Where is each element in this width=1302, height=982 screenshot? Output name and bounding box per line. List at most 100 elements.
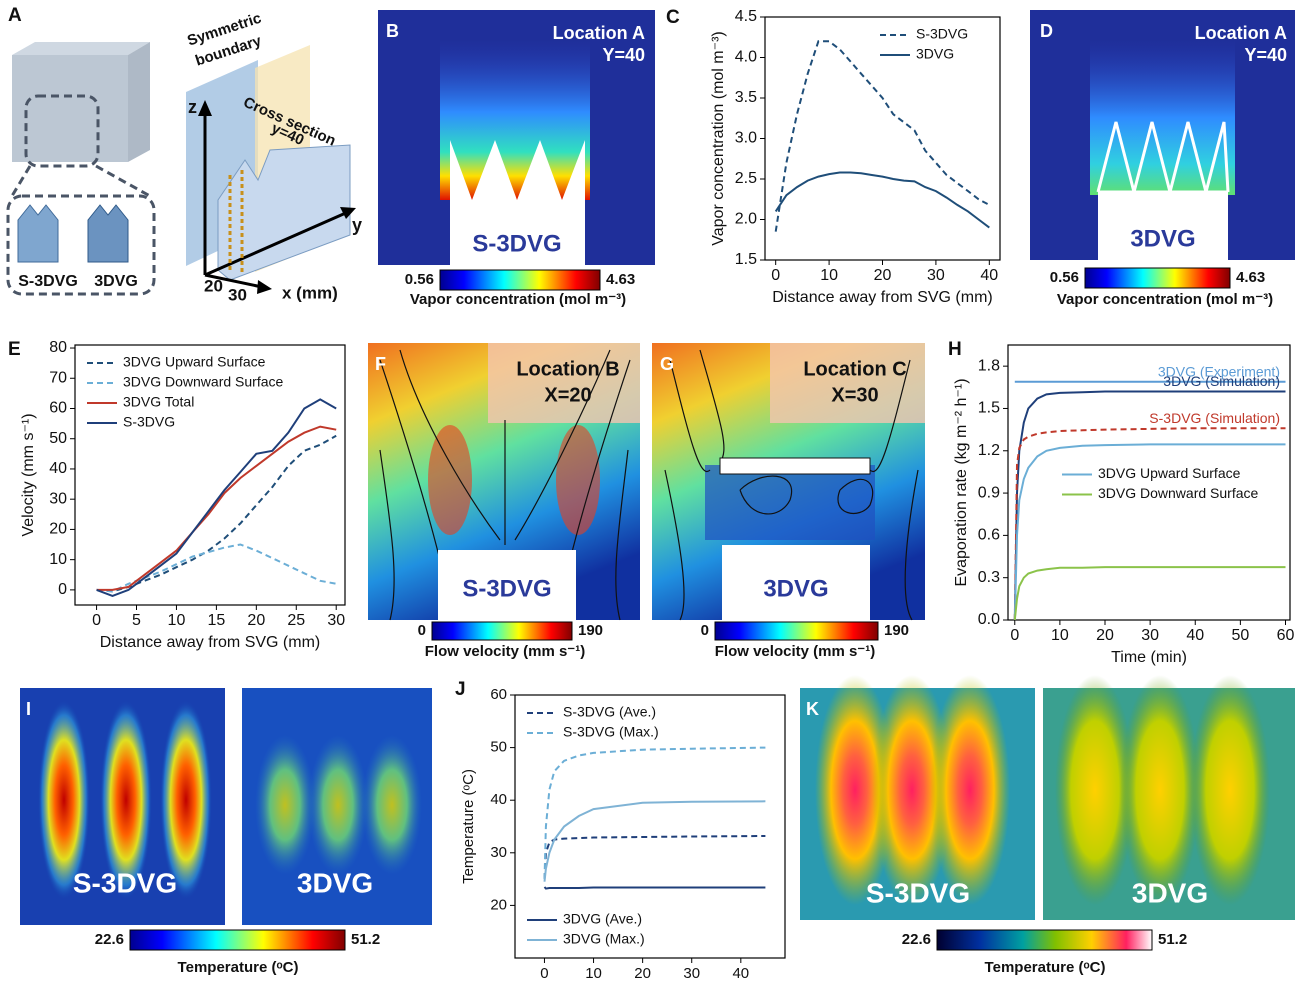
- illustration-shape: [255, 735, 315, 875]
- panel-letter: E: [8, 339, 21, 360]
- label: S-3DVG: [866, 877, 970, 908]
- illustration-shape: [128, 42, 150, 162]
- series-line: [1013, 427, 1286, 621]
- axis-label: x (mm): [282, 283, 338, 302]
- colorbar-min: 22.6: [95, 931, 124, 948]
- label: Location C: [803, 358, 906, 380]
- illustration-shape: [705, 465, 875, 540]
- x-tick-label: 0: [771, 267, 780, 284]
- illustration-shape: [488, 343, 640, 423]
- y-tick-label: 2.5: [735, 170, 757, 187]
- panel-a: A S-3DVG 3DVG z y x (mm) 20 30 Symmetric…: [6, 5, 362, 304]
- panel-letter: B: [386, 21, 399, 41]
- colorbar-max: 4.63: [606, 271, 635, 288]
- y-tick-label: 1.5: [978, 400, 1000, 417]
- illustration-shape: [719, 457, 871, 475]
- y-tick-label: 50: [490, 739, 507, 756]
- colorbar-label: Temperature (ᵒC): [178, 959, 299, 976]
- illustration-shape: [204, 273, 263, 289]
- label: S-3DVG: [472, 230, 561, 257]
- illustration-shape: [1090, 40, 1235, 195]
- label: 3DVG: [297, 867, 373, 898]
- x-tick-label: 20: [1096, 627, 1114, 644]
- axis-label: y: [352, 215, 362, 235]
- y-tick-label: 4.5: [735, 8, 757, 25]
- label: Y=40: [1244, 45, 1287, 65]
- series-line: [1013, 566, 1286, 621]
- series-line: [96, 434, 337, 593]
- y-axis-label: Temperature (ᵒC): [460, 769, 477, 884]
- panel-d: D Location A Y=40 3DVG 0.56 4.63 Vapor c…: [1030, 10, 1295, 308]
- y-tick-label: 40: [49, 460, 67, 477]
- y-tick-label: 10: [49, 551, 67, 568]
- series-line: [96, 425, 337, 591]
- colorbar-min: 0: [418, 622, 426, 639]
- label: Location A: [1195, 23, 1287, 43]
- illustration-shape: [1055, 675, 1135, 905]
- illustration-shape: [257, 280, 272, 294]
- label: 3DVG: [1132, 877, 1208, 908]
- plot-frame: [74, 344, 346, 606]
- illustration-shape: [362, 735, 422, 875]
- illustration-shape: [95, 164, 151, 198]
- legend-label: 3DVG Upward Surface: [123, 354, 266, 370]
- y-tick-label: 60: [49, 400, 67, 417]
- illustration-shape: [930, 675, 1010, 905]
- label: S-3DVG: [18, 273, 78, 290]
- x-tick-label: 60: [1277, 627, 1295, 644]
- illustration-shape: [10, 165, 32, 197]
- x-tick-label: 30: [327, 612, 345, 629]
- legend-label: S-3DVG (Ave.): [563, 704, 656, 720]
- illustration-shape: [217, 144, 351, 281]
- panel-letter: C: [666, 7, 680, 28]
- tick-label: 20: [204, 276, 223, 295]
- panel-k: K S-3DVG 3DVG 22.6 51.2 Temperature (ᵒC): [800, 675, 1295, 976]
- series-line: [543, 746, 766, 880]
- panel-letter: A: [8, 5, 22, 26]
- illustration-shape: [450, 140, 585, 200]
- illustration-shape: [87, 204, 129, 263]
- illustration-shape: [450, 200, 585, 265]
- y-axis-label: Velocity (mm s⁻¹): [20, 413, 37, 536]
- illustration-shape: [431, 621, 573, 641]
- legend-label: 3DVG (Max.): [563, 931, 645, 947]
- colorbar-min: 22.6: [902, 931, 931, 948]
- legend-label: S-3DVG: [916, 26, 968, 42]
- y-tick-label: 1.5: [735, 251, 757, 268]
- y-tick-label: 0.0: [978, 611, 1000, 628]
- illustration-shape: [308, 735, 368, 875]
- colorbar-min: 0.56: [1050, 269, 1079, 286]
- x-tick-label: 10: [820, 267, 838, 284]
- tick-label: 30: [228, 285, 247, 304]
- plot-frame: [514, 694, 786, 959]
- panel-letter: H: [948, 339, 962, 360]
- illustration-shape: [24, 94, 100, 168]
- illustration-shape: [428, 425, 472, 535]
- y-tick-label: 2.0: [735, 211, 757, 228]
- illustration-shape: [815, 675, 895, 905]
- illustration-shape: [12, 55, 128, 162]
- legend-label: 3DVG: [916, 46, 954, 62]
- y-tick-label: 40: [490, 791, 507, 808]
- x-tick-label: 0: [92, 612, 101, 629]
- y-tick-label: 0.9: [978, 484, 1000, 501]
- label: X=20: [544, 384, 591, 406]
- x-tick-label: 0: [540, 965, 548, 982]
- series-line: [774, 40, 990, 232]
- y-tick-label: 80: [49, 339, 67, 356]
- x-tick-label: 20: [634, 965, 651, 982]
- label: S-3DVG: [462, 575, 551, 602]
- y-tick-label: 1.8: [978, 357, 1000, 374]
- plot-frame: [1007, 344, 1291, 621]
- illustration-shape: [714, 621, 879, 641]
- illustration-shape: [440, 40, 590, 200]
- y-tick-label: 30: [490, 844, 507, 861]
- y-tick-label: 20: [490, 896, 507, 913]
- panel-letter: J: [455, 679, 466, 700]
- axis-label: z: [188, 97, 197, 117]
- label: Y=40: [602, 45, 645, 65]
- series-line: [96, 398, 337, 597]
- legend-label: S-3DVG: [123, 414, 175, 430]
- y-tick-label: 3.5: [735, 89, 757, 106]
- y-axis-label: Vapor concentration (mol m⁻³): [710, 31, 727, 245]
